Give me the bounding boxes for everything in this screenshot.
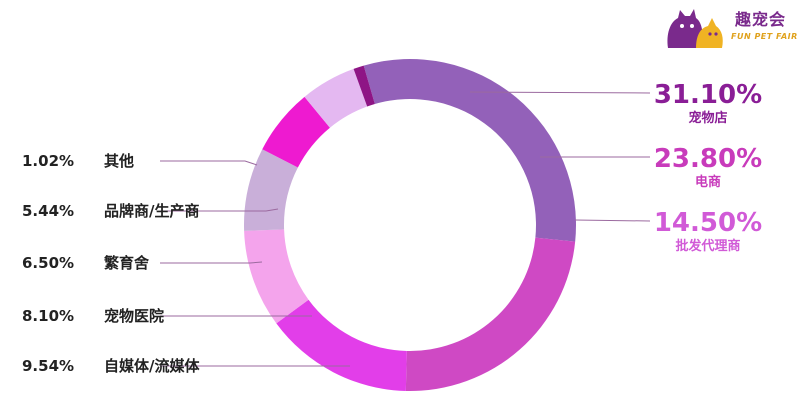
slice-3-arc xyxy=(276,299,407,391)
slice-4-percent-label: 9.54% xyxy=(22,357,74,375)
slice-7-percent-label: 5.44% xyxy=(22,202,74,220)
slice-5-arc xyxy=(244,149,298,231)
slice-labels: 31.10%宠物店 23.80%电商 14.50%批发代理商 9.54% 自媒体/流媒体… xyxy=(22,80,762,375)
slice-2-category-label: 电商 xyxy=(695,174,721,190)
slice-1-category-label: 宠物店 xyxy=(688,110,727,126)
slice-7-arc xyxy=(304,68,368,128)
slice-1-arc xyxy=(363,59,576,242)
slice-6-leader-line xyxy=(160,261,263,264)
slice-8-percent-label: 1.02% xyxy=(22,152,74,170)
slice-6-arc xyxy=(262,96,330,168)
slice-3-leader-line xyxy=(574,219,651,222)
logo-subtitle: FUN PET FAIR xyxy=(731,32,798,41)
slice-5-percent-label: 8.10% xyxy=(22,307,74,325)
leader-lines xyxy=(160,91,651,367)
slice-3-category-label: 批发代理商 xyxy=(675,238,740,254)
slice-7-category-label: 品牌商/生产商 xyxy=(104,202,199,220)
slice-6-category-label: 繁育舍 xyxy=(103,254,150,272)
slice-4-arc xyxy=(244,229,309,324)
slice-4-category-label: 自媒体/流媒体 xyxy=(104,357,200,375)
slice-2-arc xyxy=(405,237,576,392)
logo: 趣宠会 FUN PET FAIR xyxy=(658,4,800,50)
slice-2-percent-label: 23.80% xyxy=(654,144,762,174)
slice-8-category-label: 其他 xyxy=(104,152,134,170)
slice-8-leader-line xyxy=(160,160,258,166)
slice-1-leader-line xyxy=(469,91,651,94)
slice-3-percent-label: 14.50% xyxy=(654,208,762,238)
slice-8-arc xyxy=(353,65,375,107)
slice-7-leader-line xyxy=(160,208,279,212)
slice-1-percent-label: 31.10% xyxy=(654,80,762,110)
slice-6-percent-label: 6.50% xyxy=(22,254,74,272)
donut-slices xyxy=(244,59,576,392)
logo-title: 趣宠会 xyxy=(735,10,787,29)
cat-dog-logo-icon xyxy=(667,9,723,48)
slice-5-category-label: 宠物医院 xyxy=(104,307,164,325)
